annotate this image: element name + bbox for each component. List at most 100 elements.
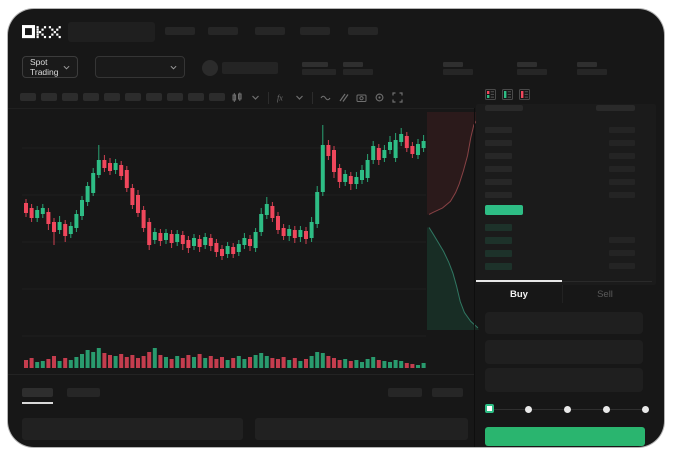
ask-price-placeholder[interactable] xyxy=(485,140,512,146)
timeframe-button[interactable] xyxy=(125,93,141,101)
tab-sell[interactable]: Sell xyxy=(597,288,613,300)
chevron-down-icon xyxy=(63,65,70,70)
asks-depth-area xyxy=(427,112,479,215)
slider-stop[interactable] xyxy=(641,405,649,413)
nav-item-placeholder[interactable] xyxy=(208,27,238,35)
book-bids-icon[interactable] xyxy=(502,89,513,100)
candle-body xyxy=(169,234,174,243)
candle-body xyxy=(348,176,353,184)
settings-icon[interactable] xyxy=(374,92,385,103)
fx-indicator-icon[interactable]: fx xyxy=(276,92,287,103)
bid-price-placeholder[interactable] xyxy=(485,237,512,244)
volume-bar xyxy=(371,357,376,368)
volume-bar xyxy=(315,352,320,368)
timeframe-button[interactable] xyxy=(104,93,120,101)
nav-item-placeholder[interactable] xyxy=(165,27,195,35)
stat-value-placeholder xyxy=(517,69,547,75)
book-both-icon[interactable] xyxy=(485,89,496,100)
timeframe-button[interactable] xyxy=(188,93,204,101)
slider-stop[interactable] xyxy=(602,405,610,413)
volume-bar xyxy=(264,356,269,368)
candle-body xyxy=(332,150,336,172)
volume-bar xyxy=(192,357,196,368)
market-type-dropdown[interactable]: Spot Trading xyxy=(22,56,78,78)
line-style-icon[interactable] xyxy=(320,92,331,103)
ask-price-placeholder[interactable] xyxy=(485,166,512,172)
divider xyxy=(476,281,652,282)
book-asks-icon[interactable] xyxy=(519,89,530,100)
amount-input[interactable] xyxy=(485,340,643,364)
bottom-panel-action[interactable] xyxy=(388,388,422,397)
bid-price-placeholder[interactable] xyxy=(485,250,512,257)
volume-bar xyxy=(85,350,90,368)
orderbook-view-toggles xyxy=(485,89,530,100)
price-chart[interactable] xyxy=(22,110,426,369)
slider-stop[interactable] xyxy=(563,405,571,413)
amount-slider[interactable] xyxy=(485,399,649,419)
volume-bar xyxy=(320,353,325,368)
bid-price-placeholder[interactable] xyxy=(485,263,512,270)
nav-item-placeholder[interactable] xyxy=(300,27,330,35)
depth-chart[interactable] xyxy=(427,112,479,330)
okx-logo[interactable] xyxy=(22,24,62,41)
volume-bar xyxy=(46,359,51,368)
timeframe-button[interactable] xyxy=(83,93,99,101)
camera-icon[interactable] xyxy=(356,92,367,103)
timeframe-button[interactable] xyxy=(209,93,225,101)
volume-bar xyxy=(248,357,252,368)
volume-bar xyxy=(399,361,404,368)
total-input[interactable] xyxy=(485,368,643,392)
candle-body xyxy=(130,188,135,205)
stat-value-placeholder xyxy=(577,69,607,75)
timeframe-button[interactable] xyxy=(41,93,57,101)
bid-amount-placeholder xyxy=(609,250,635,256)
timeframe-button[interactable] xyxy=(62,93,78,101)
ask-amount-placeholder xyxy=(609,179,635,185)
ask-price-placeholder[interactable] xyxy=(485,179,512,185)
ask-price-placeholder[interactable] xyxy=(485,127,512,133)
bottom-tab-active[interactable] xyxy=(22,388,53,397)
tab-buy[interactable]: Buy xyxy=(510,288,528,300)
ask-price-placeholder[interactable] xyxy=(485,192,512,198)
bottom-tab-underline xyxy=(22,402,53,404)
nav-item-placeholder[interactable] xyxy=(255,27,285,35)
slider-stop[interactable] xyxy=(524,405,532,413)
ask-price-placeholder[interactable] xyxy=(485,153,512,159)
nav-item-placeholder[interactable] xyxy=(348,27,378,35)
header-search-placeholder[interactable] xyxy=(68,22,155,42)
candle-body xyxy=(80,200,84,216)
bottom-panel-action[interactable] xyxy=(432,388,463,397)
chevron-down-icon[interactable] xyxy=(250,92,261,103)
stat-label-placeholder xyxy=(577,62,597,67)
volume-bar xyxy=(57,361,62,368)
bottom-tab[interactable] xyxy=(67,388,100,397)
candle-body xyxy=(315,192,320,224)
slider-handle[interactable] xyxy=(485,404,494,413)
compare-icon[interactable] xyxy=(338,92,349,103)
volume-bar xyxy=(175,356,180,368)
candle-body xyxy=(119,165,124,176)
orders-table-placeholder xyxy=(22,418,243,440)
timeframe-button[interactable] xyxy=(20,93,36,101)
buy-button[interactable] xyxy=(485,427,645,446)
candle-style-icon[interactable] xyxy=(232,92,243,103)
volume-bar xyxy=(52,356,56,368)
price-input[interactable] xyxy=(485,312,643,334)
orderbook-last-price[interactable] xyxy=(485,205,523,215)
volume-bar xyxy=(404,363,409,368)
volume-bar xyxy=(231,358,236,368)
chevron-down-icon[interactable] xyxy=(294,92,305,103)
volume-bar xyxy=(326,356,331,368)
timeframe-button[interactable] xyxy=(146,93,162,101)
pair-selector-dropdown[interactable] xyxy=(95,56,185,78)
stat-label-placeholder xyxy=(443,62,463,67)
bid-price-placeholder[interactable] xyxy=(485,224,512,231)
timeframe-button[interactable] xyxy=(167,93,183,101)
candle-body xyxy=(24,203,28,213)
candle-body xyxy=(220,249,224,256)
volume-bar xyxy=(158,355,163,368)
volume-bar xyxy=(141,356,146,368)
fullscreen-icon[interactable] xyxy=(392,92,403,103)
orderbook-header-price xyxy=(485,105,523,111)
